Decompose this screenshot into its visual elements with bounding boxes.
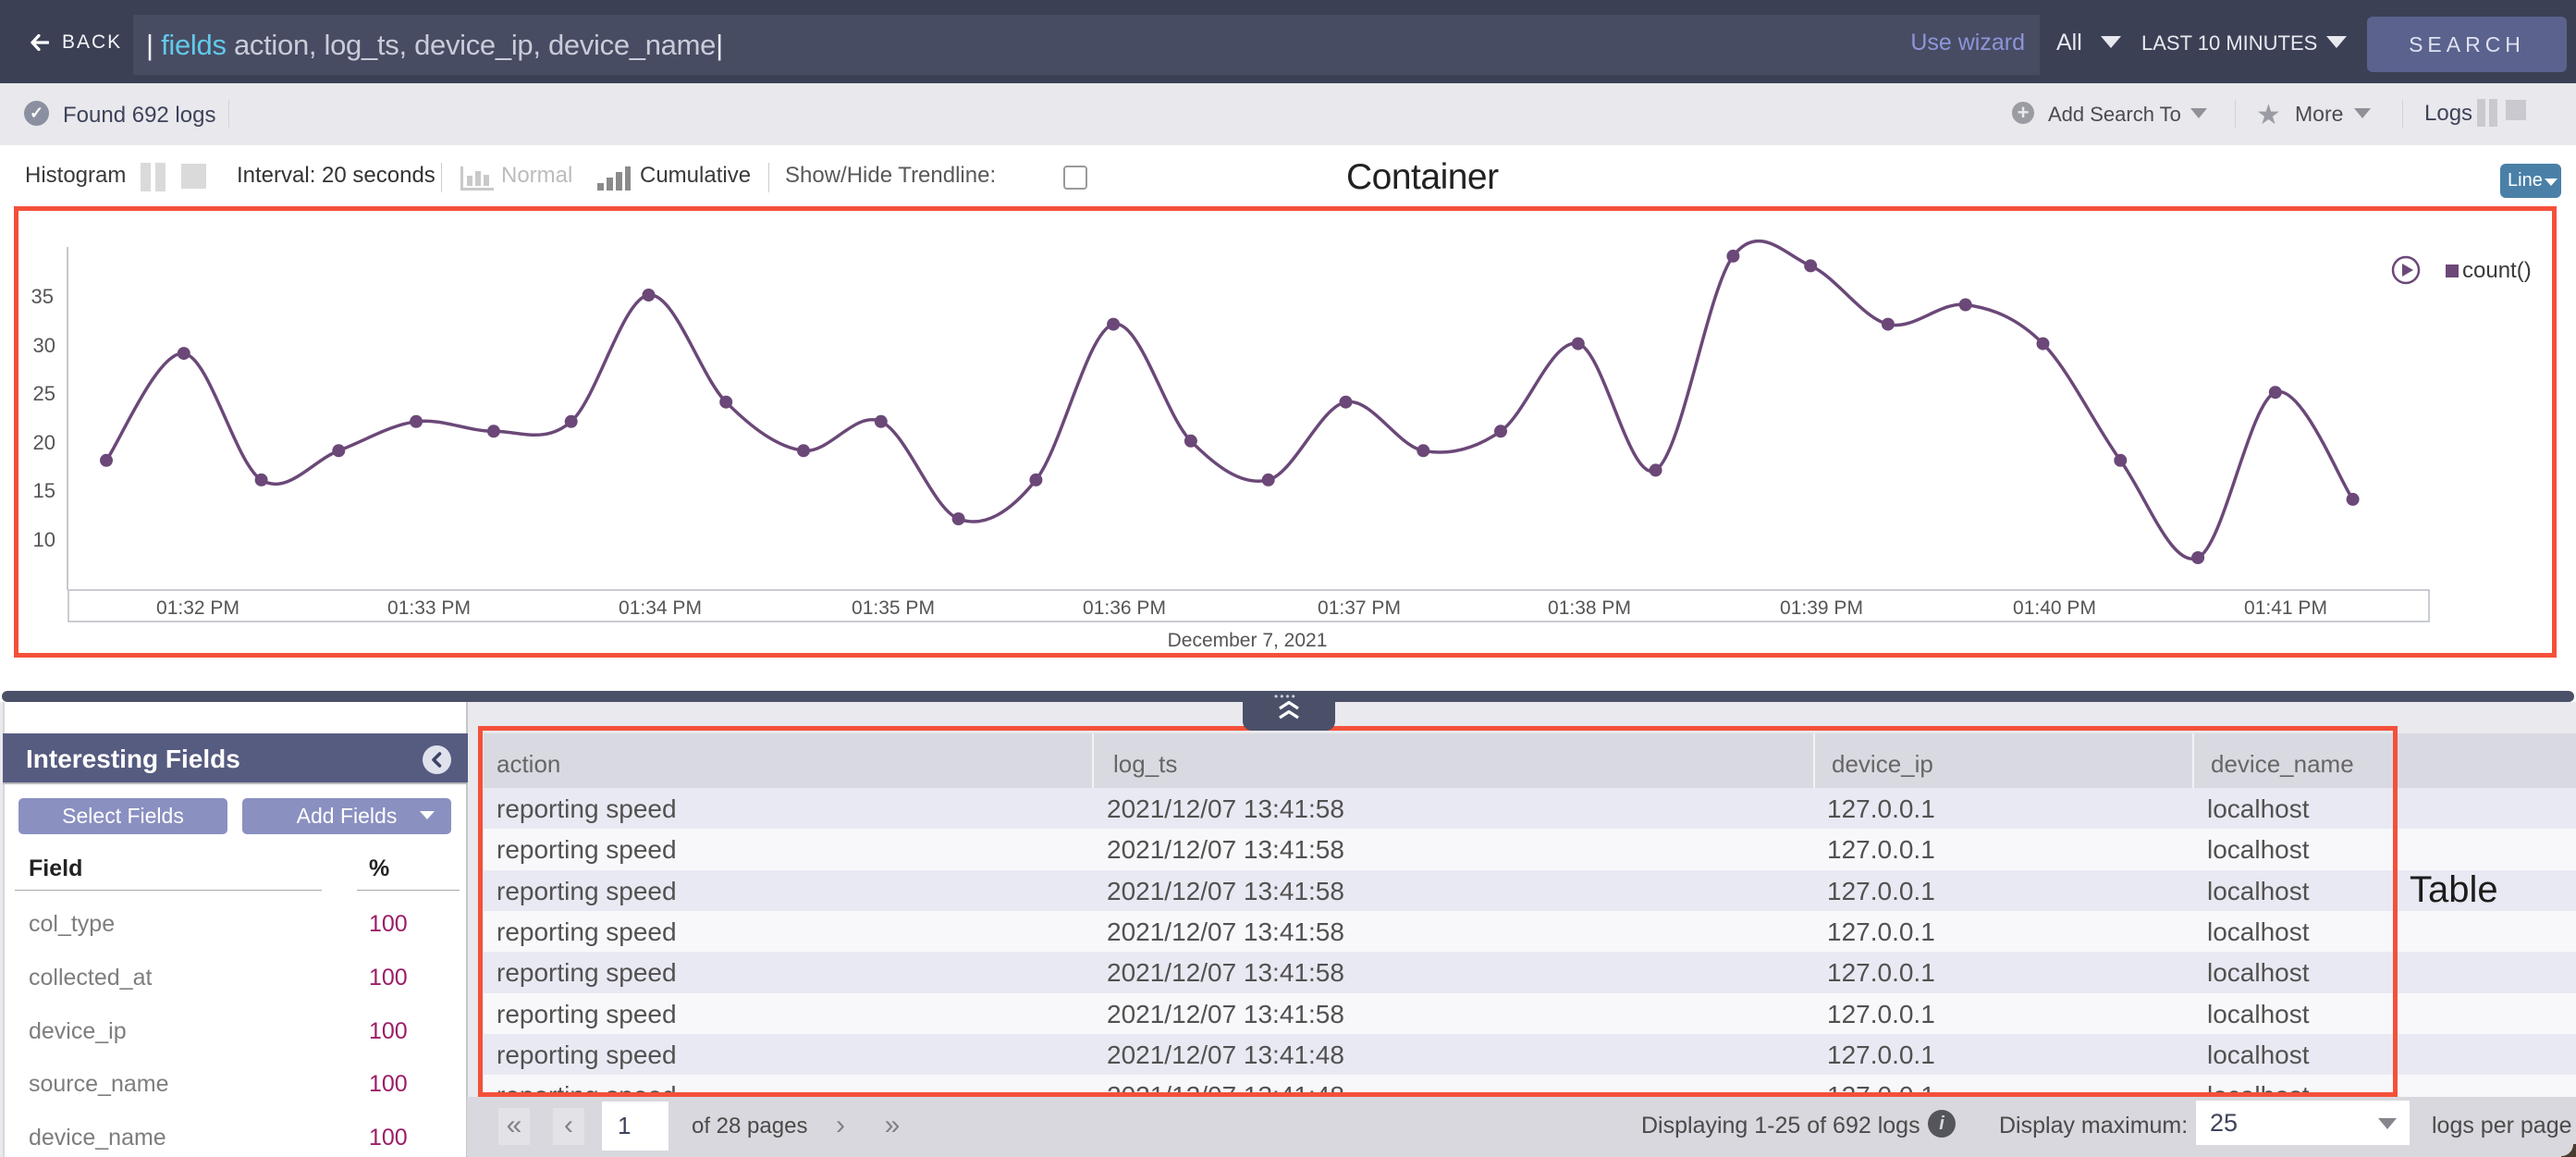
svg-text:01:41 PM: 01:41 PM [2244,597,2327,619]
svg-text:01:39 PM: 01:39 PM [1780,597,1863,619]
svg-text:01:35 PM: 01:35 PM [852,597,935,619]
svg-text:01:38 PM: 01:38 PM [1548,597,1631,619]
svg-text:01:34 PM: 01:34 PM [619,597,702,619]
svg-text:01:32 PM: 01:32 PM [156,597,239,619]
svg-text:01:40 PM: 01:40 PM [2013,597,2096,619]
svg-text:count(): count() [2462,258,2532,283]
svg-text:35: 35 [31,285,54,308]
svg-text:15: 15 [33,479,55,502]
svg-text:01:37 PM: 01:37 PM [1318,597,1401,619]
svg-text:01:33 PM: 01:33 PM [387,597,471,619]
svg-text:20: 20 [33,431,55,454]
svg-text:December 7, 2021: December 7, 2021 [1168,630,1328,651]
svg-text:25: 25 [33,382,55,405]
svg-text:10: 10 [33,528,55,551]
svg-text:01:36 PM: 01:36 PM [1083,597,1166,619]
svg-text:30: 30 [33,334,55,357]
